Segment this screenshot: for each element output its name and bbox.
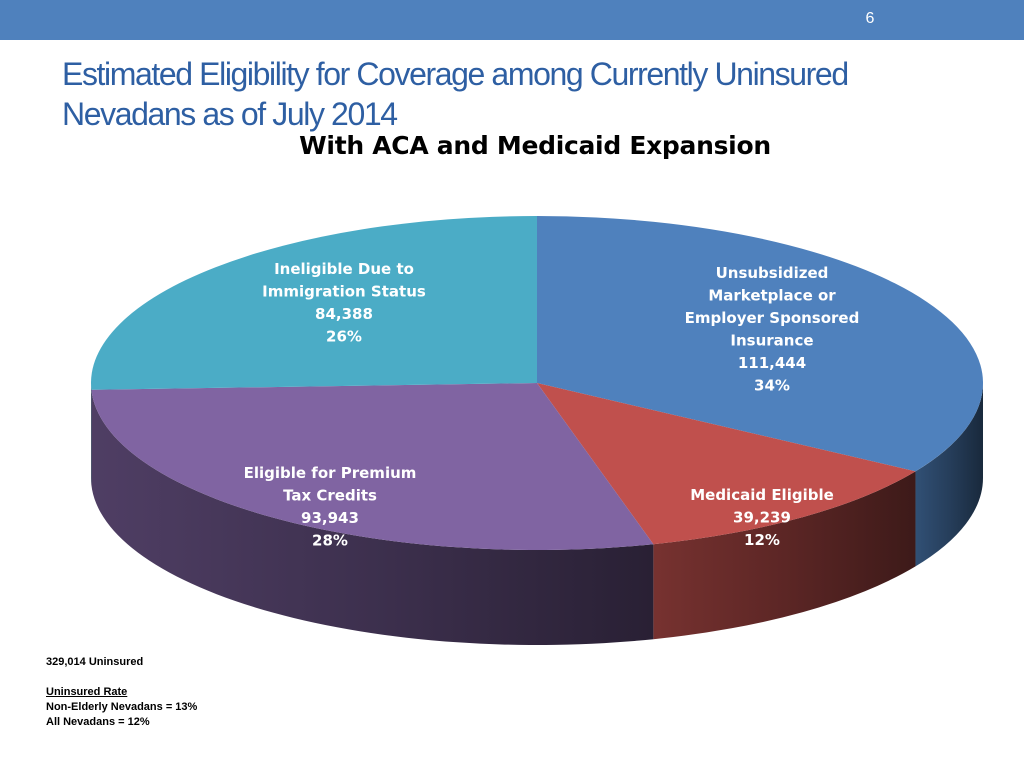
pie-labels: Unsubsidized Marketplace or Employer Spons… (244, 260, 860, 550)
slice-1-top (537, 383, 916, 545)
slice-0-label: Unsubsidized Marketplace or Employer Spons… (685, 264, 860, 395)
chart-title: With ACA and Medicaid Expansion (299, 131, 771, 160)
non-elderly-rate: Non-Elderly Nevadans = 13% (46, 701, 198, 713)
slice-2-side (91, 389, 654, 645)
pie-top (91, 216, 984, 550)
slice-0-top (537, 216, 984, 472)
slice-3-label: Ineligible Due to Immigration Status 84,38… (262, 260, 426, 346)
slice-2-label: Eligible for Premium Tax Credits 93,943 28% (244, 464, 417, 550)
page-title: Estimated Eligibility for Coverage among… (62, 56, 849, 132)
uninsured-rate-heading: Uninsured Rate (46, 686, 128, 698)
total-uninsured-note: 329,014 Uninsured (46, 656, 144, 668)
pie-sides (91, 383, 983, 645)
slice-2-top (91, 383, 654, 550)
slice-1-side (653, 471, 916, 640)
all-nevadans-rate: All Nevadans = 12% (46, 716, 150, 728)
slice-0-side (915, 383, 983, 567)
slide-number: 6 (865, 10, 875, 27)
slice-3-top (91, 216, 537, 390)
header-bar: 6 (0, 0, 1024, 40)
slice-1-label: Medicaid Eligible 39,239 12% (690, 486, 834, 549)
